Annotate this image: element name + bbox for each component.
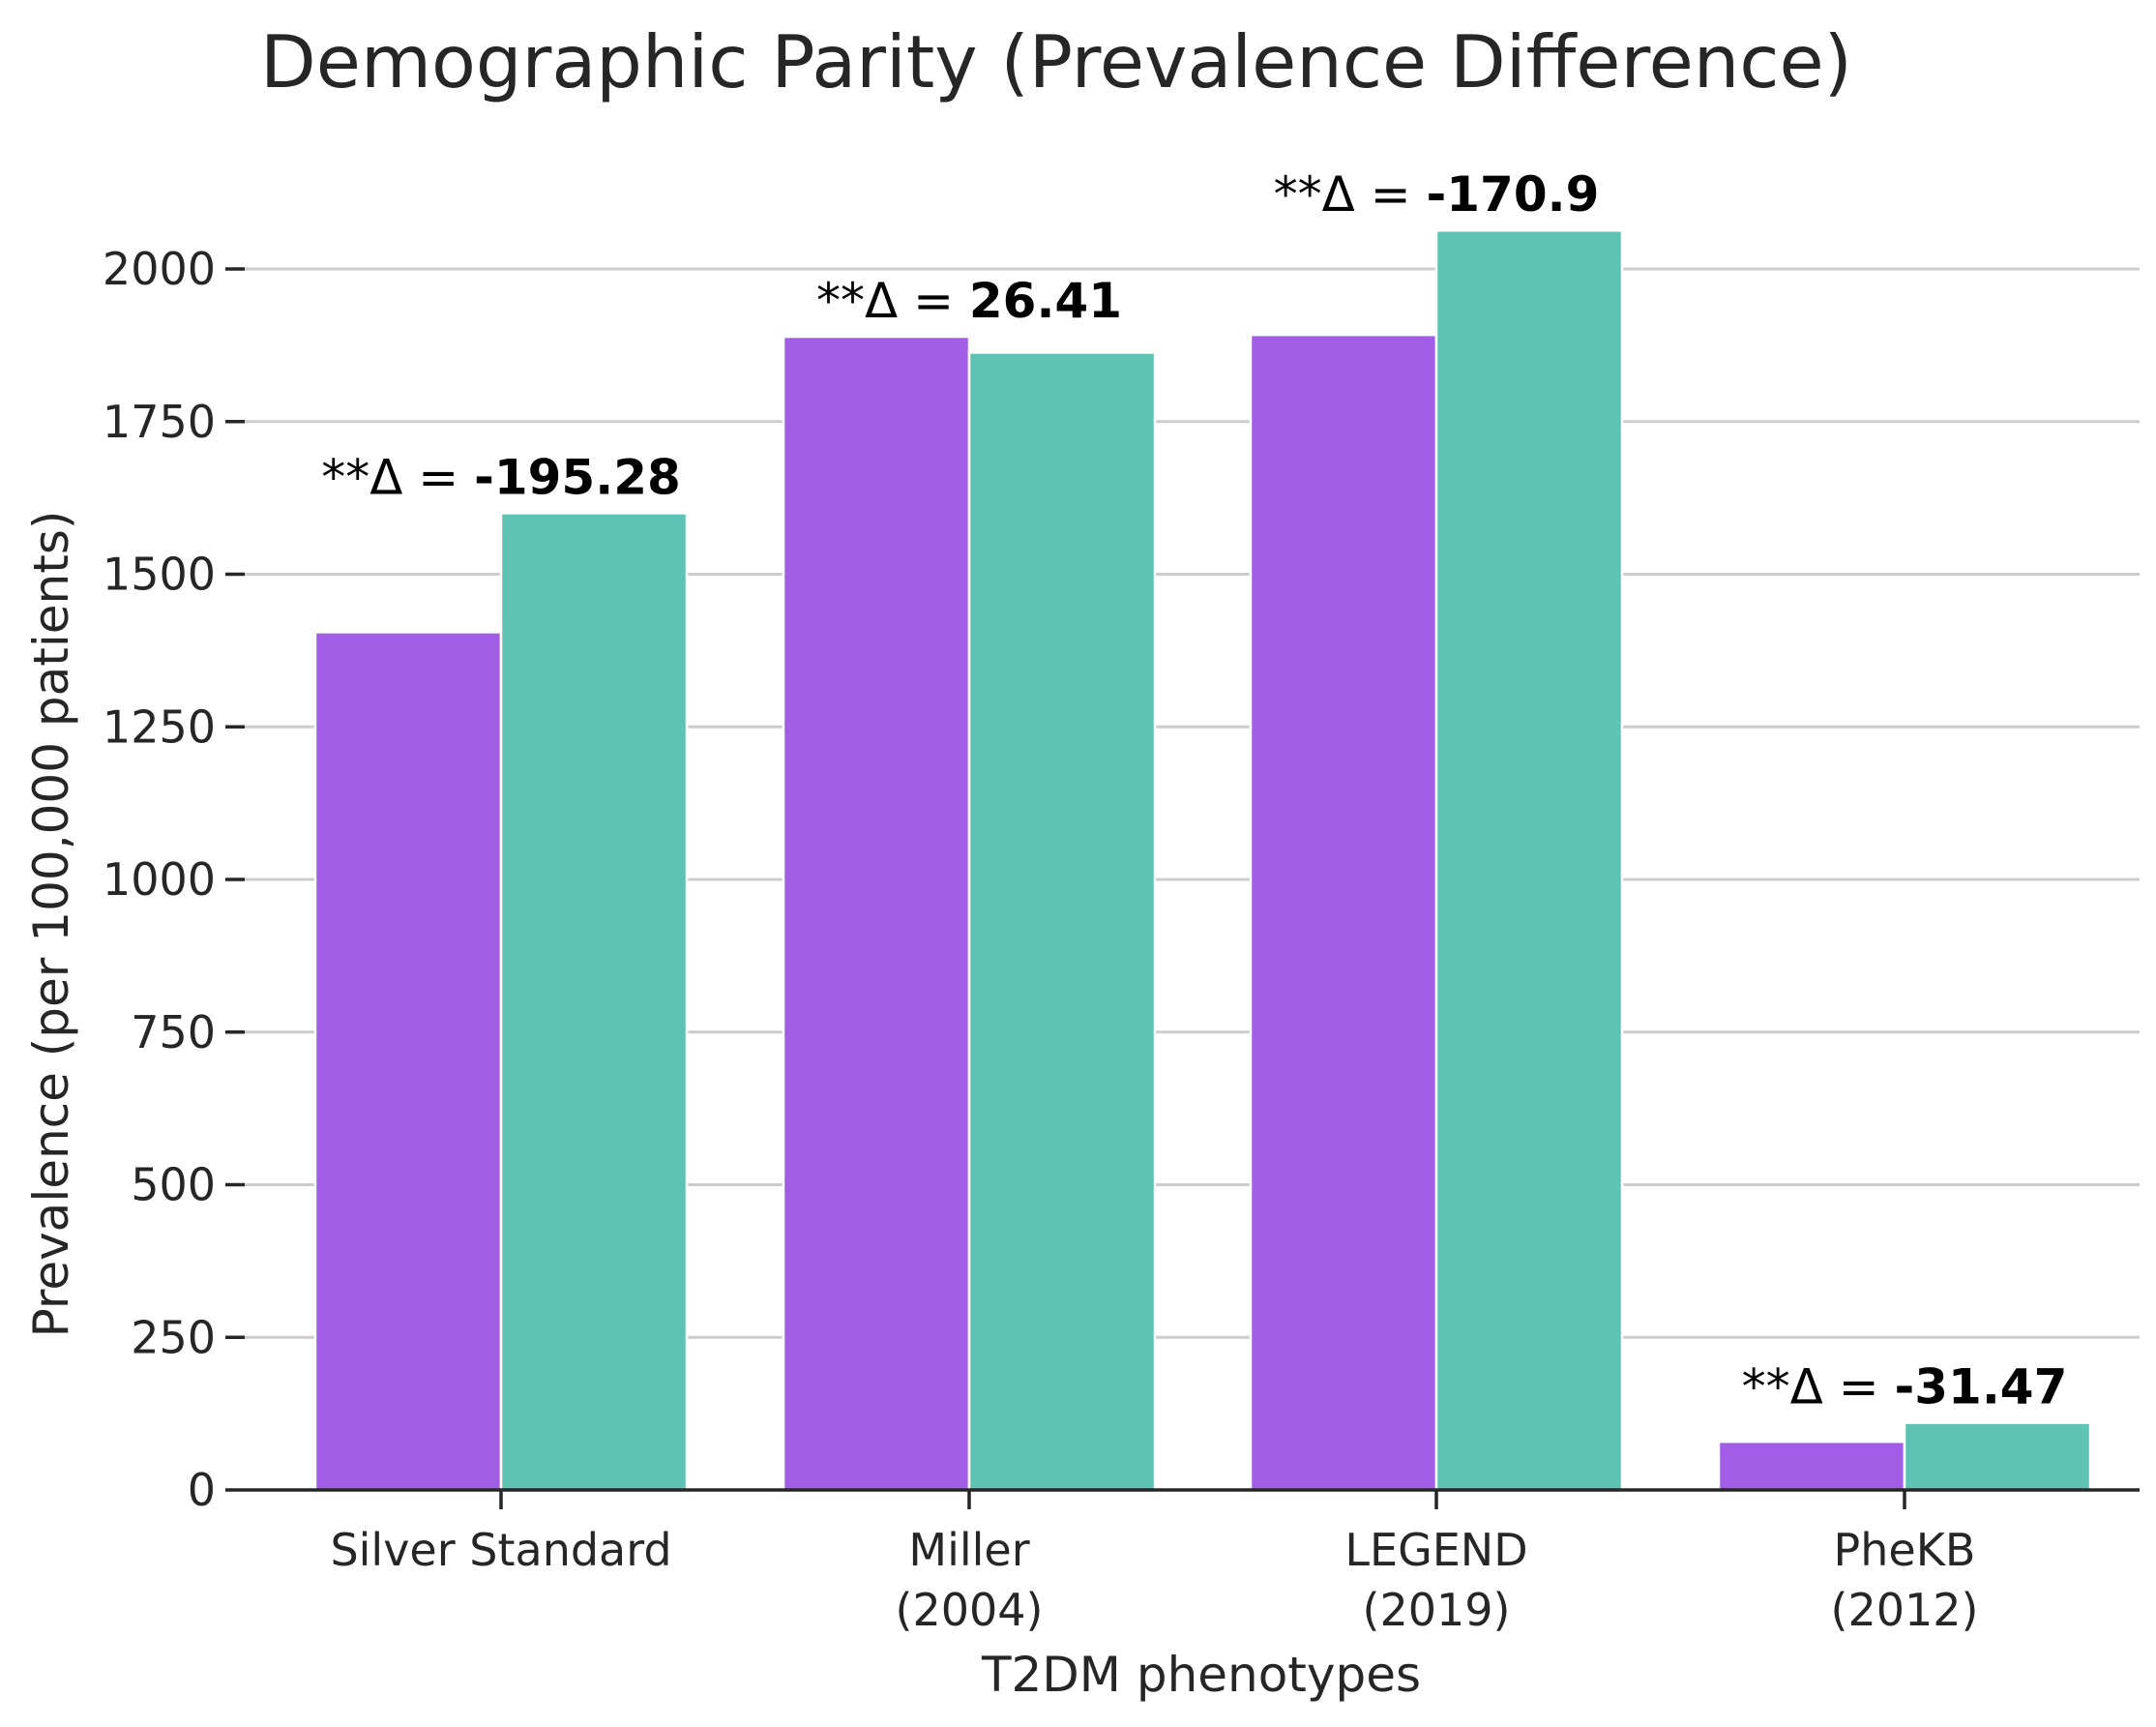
delta-annotation: **Δ = -195.28: [321, 449, 681, 505]
x-tick-label: LEGEND (2019): [1344, 1524, 1527, 1636]
bar-a-0: [313, 631, 503, 1492]
bars: [313, 228, 2092, 1492]
bar-a-1: [782, 335, 971, 1492]
x-tick-label: Silver Standard: [330, 1524, 671, 1576]
difference-annotations: **Δ = -195.28 **Δ = 26.41 **Δ = -170.9 **Δ …: [321, 166, 2067, 1414]
x-tick-label: Miller (2004): [896, 1524, 1044, 1636]
y-tick-label: 1500: [103, 549, 216, 601]
bar-b-2: [1434, 228, 1624, 1492]
delta-annotation: **Δ = -170.9: [1274, 166, 1600, 223]
y-tick-label: 750: [131, 1006, 216, 1058]
bar-b-1: [967, 351, 1157, 1492]
y-tick-label: 1250: [103, 700, 216, 753]
bar-b-3: [1903, 1421, 2092, 1492]
bar-b-0: [499, 512, 689, 1492]
y-axis-label: Prevalence (per 100,000 patients): [23, 511, 79, 1338]
y-tick-label: 1750: [103, 396, 216, 448]
x-tick-label: PheKB (2012): [1831, 1524, 1979, 1636]
y-tick-label: 2000: [103, 243, 216, 295]
chart-title: Demographic Parity (Prevalence Differenc…: [260, 19, 1852, 104]
y-tick-label: 250: [131, 1311, 216, 1363]
y-tick-label: 1000: [103, 853, 216, 906]
y-tick-label: 500: [131, 1159, 216, 1211]
y-tick-label: 0: [188, 1464, 216, 1516]
delta-annotation: **Δ = -31.47: [1742, 1359, 2068, 1415]
delta-annotation: **Δ = 26.41: [816, 273, 1122, 329]
axes: 0 250 500 750 1000 1250 1500 1750 2000 Silver Sta…: [103, 243, 2140, 1636]
bar-a-2: [1249, 333, 1438, 1492]
bar-a-3: [1717, 1440, 1906, 1492]
x-axis-label: T2DM phenotypes: [981, 1647, 1421, 1703]
